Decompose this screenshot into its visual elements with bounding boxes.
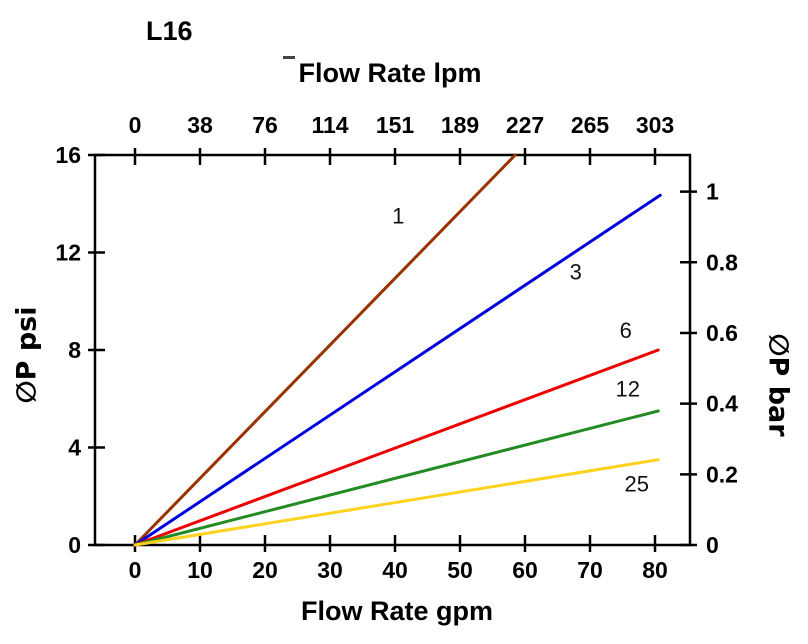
- left-tick-label: 8: [68, 337, 81, 363]
- bottom-tick-label: 10: [187, 557, 213, 583]
- series-line-12: [133, 409, 660, 547]
- right-tick-label: 0.8: [706, 249, 738, 275]
- series-line-25: [133, 458, 660, 547]
- series-line-3: [133, 193, 662, 547]
- series-line-1: [133, 153, 517, 547]
- top-tick-label: 0: [129, 112, 142, 138]
- bottom-tick-label: 30: [317, 557, 343, 583]
- right-tick-label: 0.4: [706, 391, 738, 417]
- bottom-tick-label: 0: [129, 557, 142, 583]
- right-tick-label: 1: [706, 179, 719, 205]
- series-label-3: 3: [570, 259, 582, 284]
- series-label-1: 1: [392, 203, 404, 228]
- bottom-axis-label: Flow Rate gpm: [300, 596, 494, 626]
- series-line-6: [133, 348, 660, 547]
- chart-title: L16: [146, 16, 193, 46]
- top-tick-label: 227: [506, 112, 544, 138]
- series-label-25: 25: [625, 471, 649, 496]
- bottom-tick-label: 20: [252, 557, 278, 583]
- left-tick-label: 0: [68, 532, 81, 558]
- top-tick-label: 265: [571, 112, 610, 138]
- top-tick-label: 189: [441, 112, 479, 138]
- top-tick-label: 76: [252, 112, 278, 138]
- top-tick-label: 303: [636, 112, 674, 138]
- top-tick-label: 114: [311, 112, 348, 138]
- bottom-tick-label: 50: [447, 557, 473, 583]
- left-tick-label: 12: [55, 240, 81, 266]
- right-tick-label: 0.2: [706, 461, 738, 487]
- bottom-tick-label: 70: [577, 557, 603, 583]
- series-label-6: 6: [620, 318, 632, 343]
- series-label-12: 12: [615, 376, 639, 401]
- bottom-tick-label: 60: [512, 557, 538, 583]
- left-tick-label: 16: [55, 142, 81, 168]
- top-tick-label: 151: [376, 112, 415, 138]
- bottom-tick-label: 80: [642, 557, 668, 583]
- left-tick-label: 4: [68, 435, 81, 461]
- right-tick-label: 0: [706, 532, 719, 558]
- bottom-tick-label: 40: [382, 557, 408, 583]
- stray-mark: [283, 56, 295, 59]
- top-tick-label: 38: [187, 112, 213, 138]
- top-axis-label: Flow Rate lpm: [298, 58, 482, 88]
- right-tick-label: 0.6: [706, 320, 738, 346]
